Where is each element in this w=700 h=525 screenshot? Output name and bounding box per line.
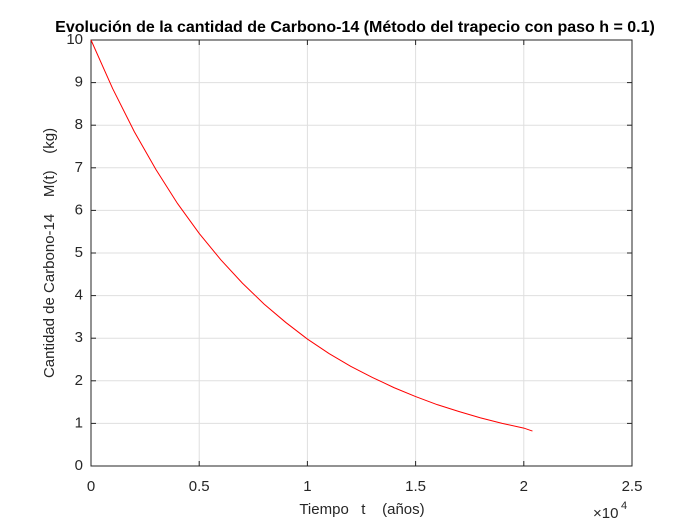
y-tick-label: 8 [75, 116, 83, 133]
x-tick-label: 0 [87, 478, 95, 495]
data-line [90, 39, 533, 432]
x-tick-label: 1 [303, 478, 311, 495]
x-tick-label: 2.5 [622, 478, 643, 495]
chart-title: Evolución de la cantidad de Carbono-14 (… [55, 19, 655, 36]
plot-frame [90, 39, 633, 467]
x-multiplier: ×10 [593, 505, 618, 522]
y-tick-label: 2 [75, 372, 83, 389]
y-tick-label: 7 [75, 159, 83, 176]
y-tick-label: 4 [75, 287, 83, 304]
x-tick-label: 0.5 [189, 478, 210, 495]
y-tick-label: 10 [66, 31, 83, 48]
y-tick-label: 9 [75, 74, 83, 91]
y-tick-label: 0 [75, 457, 83, 474]
y-tick-label: 3 [75, 329, 83, 346]
x-tick-label: 1.5 [405, 478, 426, 495]
y-tick-label: 1 [75, 414, 83, 431]
x-tick-label: 2 [520, 478, 528, 495]
x-axis-label: Tiempo t (años) [299, 501, 424, 518]
y-tick-label: 6 [75, 201, 83, 218]
x-multiplier-exponent: 4 [621, 500, 627, 512]
y-axis-label: Cantidad de Carbono-14 M(t) (kg) [41, 128, 58, 378]
y-tick-label: 5 [75, 244, 83, 261]
